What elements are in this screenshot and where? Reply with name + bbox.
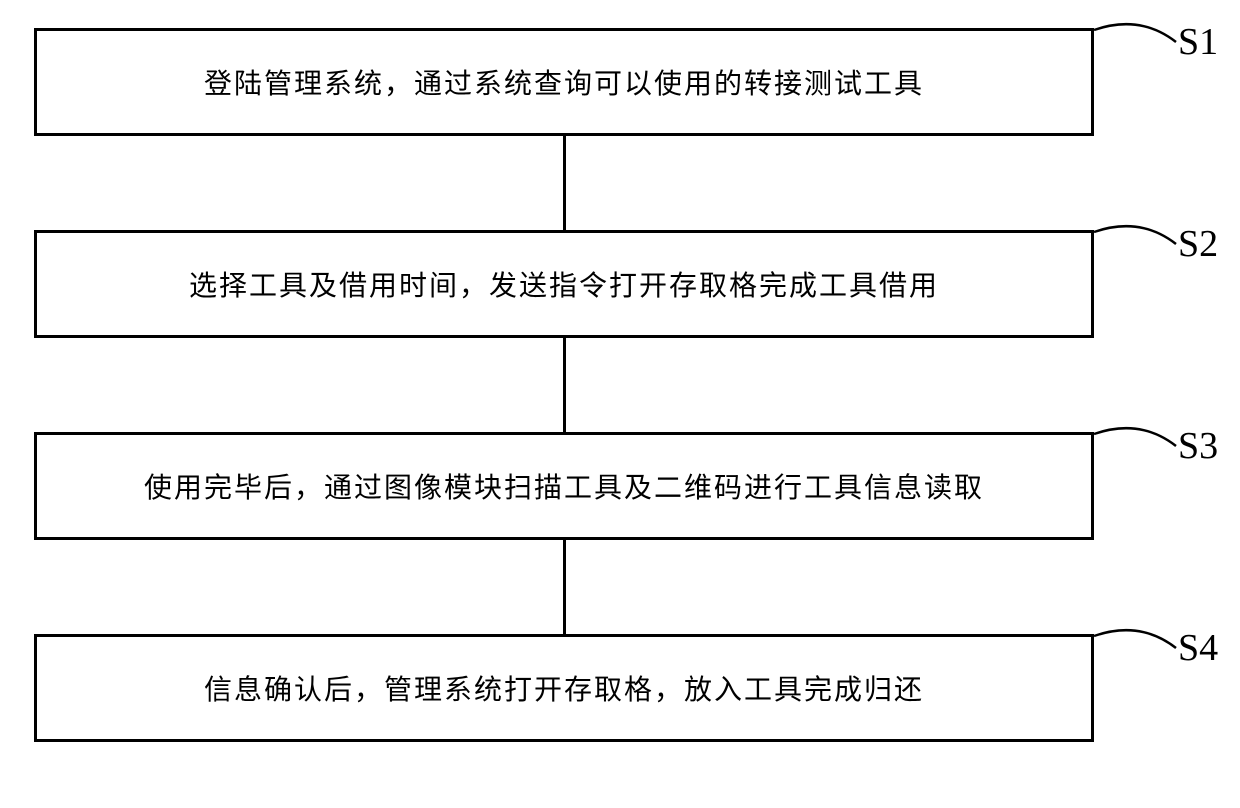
connector-1 — [563, 136, 566, 230]
step-text-s1: 登陆管理系统，通过系统查询可以使用的转接测试工具 — [204, 62, 924, 102]
step-text-s3: 使用完毕后，通过图像模块扫描工具及二维码进行工具信息读取 — [144, 466, 984, 506]
step-box-s2: 选择工具及借用时间，发送指令打开存取格完成工具借用 — [34, 230, 1094, 338]
connector-2 — [563, 338, 566, 432]
step-box-s4: 信息确认后，管理系统打开存取格，放入工具完成归还 — [34, 634, 1094, 742]
label-s3: S3 — [1178, 424, 1218, 468]
step-text-s2: 选择工具及借用时间，发送指令打开存取格完成工具借用 — [189, 264, 939, 304]
callout-s1 — [1090, 12, 1180, 72]
label-s2: S2 — [1178, 222, 1218, 266]
callout-s4 — [1090, 618, 1180, 678]
step-box-s3: 使用完毕后，通过图像模块扫描工具及二维码进行工具信息读取 — [34, 432, 1094, 540]
label-s1: S1 — [1178, 20, 1218, 64]
label-s4: S4 — [1178, 626, 1218, 670]
callout-s3 — [1090, 416, 1180, 476]
step-box-s1: 登陆管理系统，通过系统查询可以使用的转接测试工具 — [34, 28, 1094, 136]
connector-3 — [563, 540, 566, 634]
callout-s2 — [1090, 214, 1180, 274]
step-text-s4: 信息确认后，管理系统打开存取格，放入工具完成归还 — [204, 668, 924, 708]
flowchart-container: 登陆管理系统，通过系统查询可以使用的转接测试工具 选择工具及借用时间，发送指令打… — [34, 28, 1094, 742]
